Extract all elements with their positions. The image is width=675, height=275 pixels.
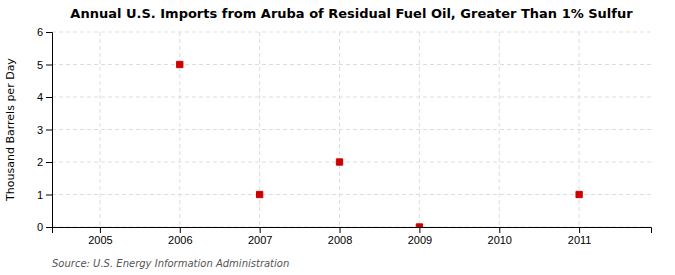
- tick-label: 4: [37, 91, 43, 103]
- grid-line: [52, 64, 651, 65]
- tick: 2: [37, 156, 52, 168]
- tick-mark: [46, 227, 52, 228]
- tick-mark: [260, 227, 261, 233]
- point: [177, 61, 183, 67]
- point: [576, 191, 582, 197]
- tick-mark: [46, 65, 52, 66]
- tick-mark: [46, 97, 52, 98]
- grid-line: [52, 129, 651, 130]
- tick-mark: [100, 227, 101, 233]
- point: [256, 191, 262, 197]
- point: [416, 224, 422, 227]
- tick: 5: [37, 59, 52, 71]
- title: Annual U.S. Imports from Aruba of Residu…: [70, 6, 633, 21]
- tick-label: 2008: [328, 234, 352, 246]
- tick-mark: [46, 195, 52, 196]
- plot: 2005 2006 2007 2008 2009 2010 2011 0 1 2 3 4 5 6: [37, 26, 652, 246]
- tick-mark: [46, 130, 52, 131]
- tick: 1: [37, 189, 52, 201]
- axis-line: [53, 228, 652, 234]
- tick: 2005: [88, 227, 112, 246]
- tick-label: 2009: [408, 234, 432, 246]
- tick-mark: [46, 32, 52, 33]
- tick-mark: [579, 227, 580, 233]
- grid-line: [52, 194, 651, 195]
- tick-mark: [46, 162, 52, 163]
- tick-mark: [419, 227, 420, 233]
- tick-mark: [340, 227, 341, 233]
- grid-line: [99, 32, 100, 227]
- tick: 2009: [408, 227, 432, 246]
- tick: 2006: [168, 227, 192, 246]
- tick: 6: [37, 26, 52, 38]
- grid-line: [499, 32, 500, 227]
- y-axis: 0 1 2 3 4 5 6: [37, 26, 53, 233]
- tick: 0: [37, 221, 52, 233]
- tick-label: 5: [37, 59, 43, 71]
- tick: 2008: [328, 227, 352, 246]
- source: Source: U.S. Energy Information Administ…: [52, 258, 289, 269]
- tick: 2007: [248, 227, 272, 246]
- tick-label: 6: [37, 26, 43, 38]
- grid-line: [52, 162, 651, 163]
- tick-label: 0: [37, 221, 43, 233]
- tick-label: 2: [37, 156, 43, 168]
- tick: 2011: [568, 227, 592, 246]
- tick-label: 2006: [168, 234, 192, 246]
- tick: 3: [37, 124, 52, 136]
- axis-line: [46, 33, 53, 228]
- grid-line: [52, 32, 651, 33]
- tick-label: 2005: [88, 234, 112, 246]
- tick-mark: [499, 227, 500, 233]
- point: [336, 159, 342, 165]
- chart: 2005 2006 2007 2008 2009 2010 2011 0 1 2 3 4 5 6 Annua…: [0, 0, 675, 275]
- grid: [52, 32, 651, 227]
- points: [177, 61, 583, 227]
- tick: 4: [37, 91, 52, 103]
- tick-label: 2011: [568, 234, 592, 246]
- tick-mark: [180, 227, 181, 233]
- tick-label: 1: [37, 189, 43, 201]
- grid-line: [52, 97, 651, 98]
- tick-label: 3: [37, 124, 43, 136]
- tick-label: 2007: [248, 234, 272, 246]
- tick: 2010: [488, 227, 512, 246]
- y-axis-title: Thousand Barrels per Day: [4, 58, 17, 202]
- tick-label: 2010: [488, 234, 512, 246]
- x-axis: 2005 2006 2007 2008 2009 2010 2011: [53, 227, 652, 246]
